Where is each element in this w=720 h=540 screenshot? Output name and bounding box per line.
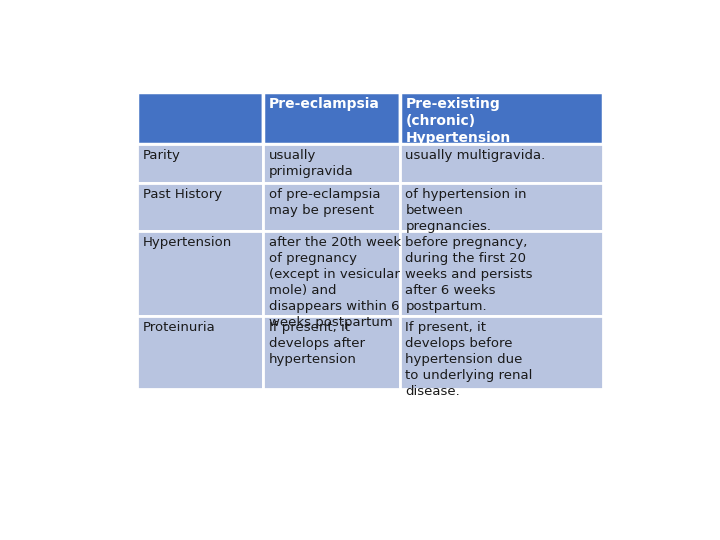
Bar xyxy=(400,316,603,389)
Bar xyxy=(138,144,263,183)
Text: Proteinuria: Proteinuria xyxy=(143,321,216,334)
Text: Pre-existing
(chronic)
Hypertension: Pre-existing (chronic) Hypertension xyxy=(405,97,510,145)
Bar xyxy=(400,92,603,144)
Text: If present, it
develops after
hypertension: If present, it develops after hypertensi… xyxy=(269,321,364,366)
Text: Past History: Past History xyxy=(143,188,222,201)
Bar xyxy=(263,231,400,316)
Text: Pre-eclampsia: Pre-eclampsia xyxy=(269,97,379,111)
Text: of pre-eclampsia
may be present: of pre-eclampsia may be present xyxy=(269,188,380,217)
Text: of hypertension in
between
pregnancies.: of hypertension in between pregnancies. xyxy=(405,188,527,233)
Text: Hypertension: Hypertension xyxy=(143,236,233,249)
Bar xyxy=(400,231,603,316)
Bar xyxy=(138,231,263,316)
Bar xyxy=(263,316,400,389)
Text: after the 20th week
of pregnancy
(except in vesicular
mole) and
disappears withi: after the 20th week of pregnancy (except… xyxy=(269,236,401,329)
Bar xyxy=(263,144,400,183)
Text: usually multigravida.: usually multigravida. xyxy=(405,149,546,162)
Text: Parity: Parity xyxy=(143,149,181,162)
Bar xyxy=(263,92,400,144)
Bar xyxy=(138,316,263,389)
Bar xyxy=(400,144,603,183)
Text: before pregnancy,
during the first 20
weeks and persists
after 6 weeks
postpartu: before pregnancy, during the first 20 we… xyxy=(405,236,533,313)
Bar xyxy=(400,183,603,231)
Text: usually
primigravida: usually primigravida xyxy=(269,149,354,178)
Bar xyxy=(138,92,263,144)
Text: If present, it
develops before
hypertension due
to underlying renal
disease.: If present, it develops before hypertens… xyxy=(405,321,533,399)
Bar xyxy=(263,183,400,231)
Bar xyxy=(138,183,263,231)
